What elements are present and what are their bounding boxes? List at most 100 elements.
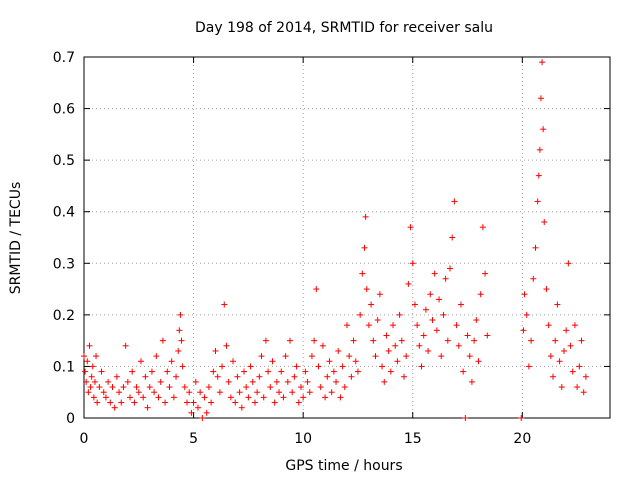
data-point	[431, 270, 438, 277]
data-point	[94, 399, 101, 406]
y-tick-label: 0.5	[53, 153, 75, 169]
data-point	[225, 378, 232, 385]
data-point	[109, 384, 116, 391]
data-point	[518, 415, 525, 421]
data-point	[100, 389, 107, 396]
data-point	[449, 234, 456, 241]
data-point	[192, 378, 199, 385]
y-tick-label: 0.6	[53, 102, 75, 118]
data-point	[249, 378, 256, 385]
data-point	[135, 389, 142, 396]
data-point	[422, 306, 429, 313]
data-point	[102, 394, 109, 401]
data-point	[330, 368, 337, 375]
data-point	[265, 368, 272, 375]
data-point	[243, 384, 250, 391]
data-point	[405, 280, 412, 287]
data-point	[418, 363, 425, 370]
data-point	[482, 270, 489, 277]
data-point	[357, 311, 364, 318]
data-point	[569, 368, 576, 375]
data-point	[475, 358, 482, 365]
data-point	[385, 347, 392, 354]
data-point	[574, 384, 581, 391]
data-point	[84, 358, 91, 365]
data-point	[460, 368, 467, 375]
y-axis-label: SRMTID / TECUs	[8, 182, 24, 295]
data-point	[536, 146, 543, 153]
data-point	[186, 389, 193, 396]
data-point	[396, 311, 403, 318]
data-point	[295, 399, 302, 406]
data-point	[390, 322, 397, 329]
data-point	[245, 394, 252, 401]
data-point	[210, 368, 217, 375]
data-point	[304, 378, 311, 385]
data-point	[438, 353, 445, 360]
data-point	[190, 399, 197, 406]
data-point	[208, 399, 215, 406]
data-point	[267, 384, 274, 391]
data-point	[146, 384, 153, 391]
data-point	[525, 363, 532, 370]
data-point	[558, 384, 565, 391]
data-point	[328, 389, 335, 396]
data-point	[346, 353, 353, 360]
data-point	[571, 322, 578, 329]
data-point	[284, 378, 291, 385]
data-point	[127, 394, 134, 401]
data-point	[82, 368, 89, 375]
data-point	[232, 399, 239, 406]
data-point	[425, 347, 432, 354]
data-point	[159, 337, 166, 344]
data-point	[203, 409, 210, 416]
data-point	[131, 399, 138, 406]
data-point	[322, 394, 329, 401]
data-point	[311, 337, 318, 344]
data-point	[91, 378, 98, 385]
data-point	[547, 353, 554, 360]
data-point	[188, 409, 195, 416]
y-tick-label: 0.2	[53, 308, 75, 324]
data-point	[400, 373, 407, 380]
data-point	[223, 342, 230, 349]
data-point	[176, 327, 183, 334]
data-point	[120, 384, 127, 391]
data-point	[282, 353, 289, 360]
data-point	[414, 322, 421, 329]
data-point	[427, 291, 434, 298]
data-point	[122, 342, 129, 349]
data-point	[578, 337, 585, 344]
data-point	[308, 353, 315, 360]
data-point	[556, 358, 563, 365]
data-point	[468, 378, 475, 385]
data-point	[361, 244, 368, 251]
data-point	[473, 317, 480, 324]
data-point	[365, 322, 372, 329]
data-point	[537, 95, 544, 102]
data-point	[326, 358, 333, 365]
data-point	[111, 404, 118, 411]
data-point	[545, 322, 552, 329]
data-point	[471, 337, 478, 344]
x-axis-label: GPS time / hours	[285, 458, 402, 474]
data-point	[293, 363, 300, 370]
data-point	[319, 342, 326, 349]
data-point	[271, 399, 278, 406]
data-point	[254, 389, 261, 396]
data-point	[528, 337, 535, 344]
data-point	[287, 337, 294, 344]
y-tick-label: 0.1	[53, 359, 75, 375]
data-point	[433, 327, 440, 334]
data-point	[451, 198, 458, 205]
data-point	[86, 342, 93, 349]
data-point	[363, 286, 370, 293]
data-point	[563, 327, 570, 334]
data-point	[394, 358, 401, 365]
data-point	[137, 358, 144, 365]
data-point	[90, 394, 97, 401]
data-point	[530, 275, 537, 282]
y-tick-label: 0.7	[53, 50, 75, 66]
data-point	[352, 358, 359, 365]
data-point	[280, 394, 287, 401]
